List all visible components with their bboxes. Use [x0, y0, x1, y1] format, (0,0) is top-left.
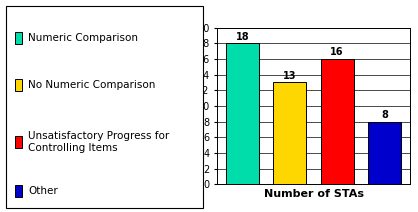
Text: 13: 13: [283, 71, 297, 81]
FancyBboxPatch shape: [15, 136, 22, 148]
Text: 8: 8: [381, 110, 388, 120]
FancyBboxPatch shape: [15, 185, 22, 197]
Bar: [321, 59, 354, 184]
FancyBboxPatch shape: [6, 6, 203, 208]
FancyBboxPatch shape: [15, 32, 22, 44]
Text: 16: 16: [330, 47, 344, 57]
Text: Other: Other: [28, 186, 58, 196]
X-axis label: Number of STAs: Number of STAs: [263, 189, 364, 199]
Bar: [226, 43, 259, 184]
Text: 18: 18: [236, 32, 250, 42]
Text: Numeric Comparison: Numeric Comparison: [28, 33, 138, 43]
Bar: [368, 122, 401, 184]
Text: Unsatisfactory Progress for
Controlling Items: Unsatisfactory Progress for Controlling …: [28, 131, 170, 153]
Bar: [273, 82, 306, 184]
Text: No Numeric Comparison: No Numeric Comparison: [28, 80, 156, 90]
FancyBboxPatch shape: [15, 79, 22, 91]
